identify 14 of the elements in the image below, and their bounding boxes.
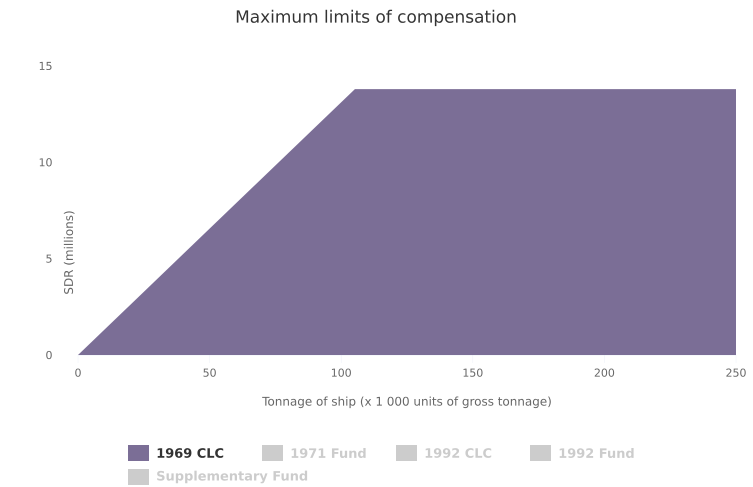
x-tick-label: 0 (75, 368, 81, 377)
x-tick-label: 200 (594, 368, 614, 377)
x-tick-label: 100 (332, 368, 351, 377)
y-tick-label: 15 (40, 62, 52, 70)
x-tick-label: 150 (464, 368, 483, 377)
x-tick-label: 250 (726, 368, 746, 377)
legend-label: 1969 CLC (158, 448, 224, 458)
chart-title: Maximum limits of compensation (236, 10, 516, 26)
x-tick-label: 50 (203, 368, 216, 377)
y-tick-label: 0 (46, 350, 52, 360)
y-axis-title: SDR (millions) (64, 211, 74, 294)
x-axis-title: Tonnage of ship (x 1 000 units of gross tonnage) (262, 396, 551, 408)
y-tick-label: 10 (40, 158, 52, 166)
y-tick-label: 5 (46, 254, 52, 263)
